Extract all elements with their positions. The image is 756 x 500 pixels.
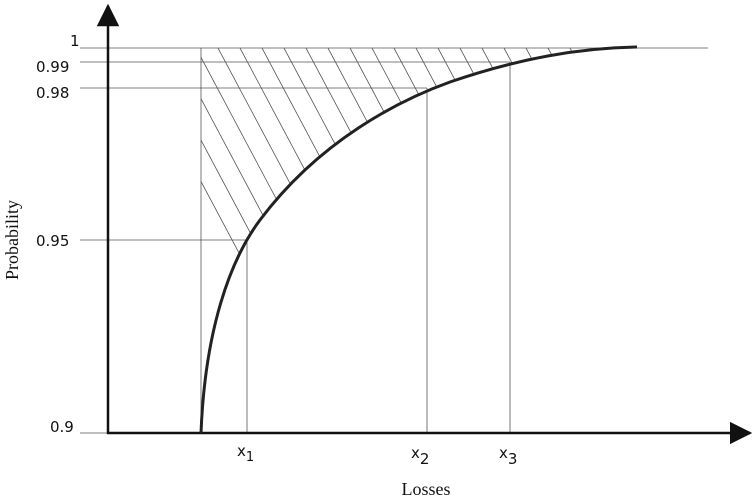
hatch-line — [525, 48, 637, 331]
hatch-line — [283, 48, 435, 331]
hatch-line — [393, 48, 545, 331]
hatch-line — [635, 48, 637, 331]
hatch-line — [415, 48, 567, 331]
hatch-line — [503, 48, 637, 331]
hatch-line — [459, 48, 611, 331]
hatch-line — [437, 48, 589, 331]
marker-base: x — [237, 442, 246, 460]
y-tick-label: 0.98 — [36, 84, 69, 102]
y-tick-label: 0.9 — [50, 418, 74, 436]
hatch-line — [481, 48, 633, 331]
x-marker-label: x2 — [411, 444, 429, 468]
hatch-line — [547, 48, 637, 331]
hatch-line — [658, 48, 756, 330]
marker-sub: 1 — [246, 450, 254, 465]
hatch-line — [201, 48, 281, 331]
marker-sub: 3 — [508, 450, 518, 468]
marker-sub: 2 — [420, 450, 430, 468]
hatch-line — [239, 48, 391, 331]
marker-base: x — [499, 444, 508, 462]
y-tick-label: 0.99 — [36, 58, 69, 76]
y-tick-label: 0.95 — [36, 232, 69, 250]
y-axis-title: Probability — [2, 200, 22, 280]
marker-base: x — [411, 444, 420, 462]
hatch-line — [327, 48, 479, 331]
x-marker-label: x3 — [499, 444, 517, 468]
y-tick-label: 1 — [70, 32, 80, 50]
hatch-line — [201, 48, 325, 331]
hatch-line — [680, 48, 756, 330]
hatch-line — [591, 48, 637, 331]
hatch-line — [201, 48, 347, 331]
hatch-line — [305, 48, 457, 331]
x-axis-title: Losses — [402, 479, 451, 499]
hatch-line — [217, 48, 369, 331]
hatch-line — [702, 48, 756, 330]
hatch-line — [613, 48, 637, 331]
hatched-region — [201, 48, 756, 331]
hatch-line — [569, 48, 637, 331]
cdf-curve — [199, 45, 638, 434]
hatch-line — [371, 48, 523, 331]
x-marker-label: x1 — [237, 442, 254, 465]
